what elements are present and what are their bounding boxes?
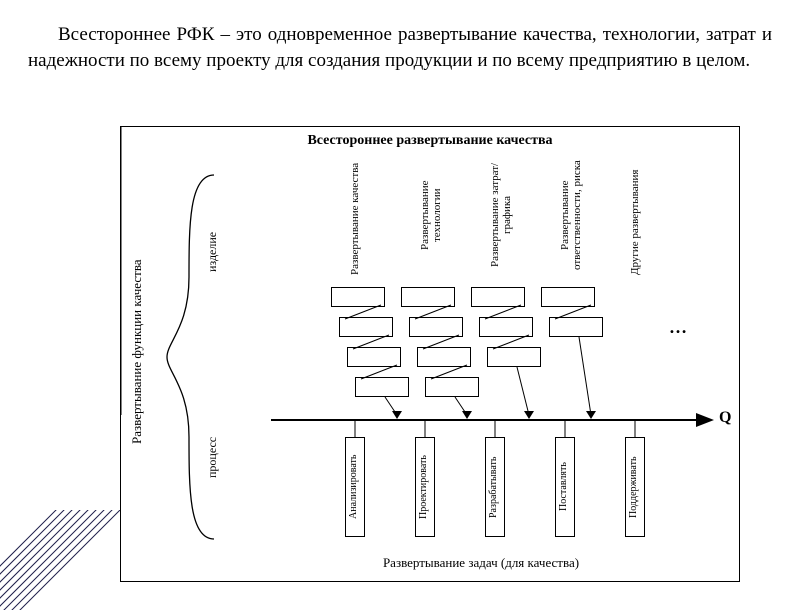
bottom-caption: Развертывание задач (для качества)	[301, 555, 661, 571]
process-box-label: Проектировать	[418, 440, 429, 534]
corner-decoration	[0, 510, 130, 610]
diagram-frame: Всестороннее развертывание качества Разв…	[120, 126, 740, 582]
process-box-label: Поставлять	[558, 440, 569, 534]
process-box-label: Поддерживать	[628, 440, 639, 534]
intro-paragraph: Всестороннее РФК – это одновременное раз…	[0, 0, 800, 83]
process-box-label: Анализировать	[348, 440, 359, 534]
process-box-label: Разрабатывать	[488, 440, 499, 534]
